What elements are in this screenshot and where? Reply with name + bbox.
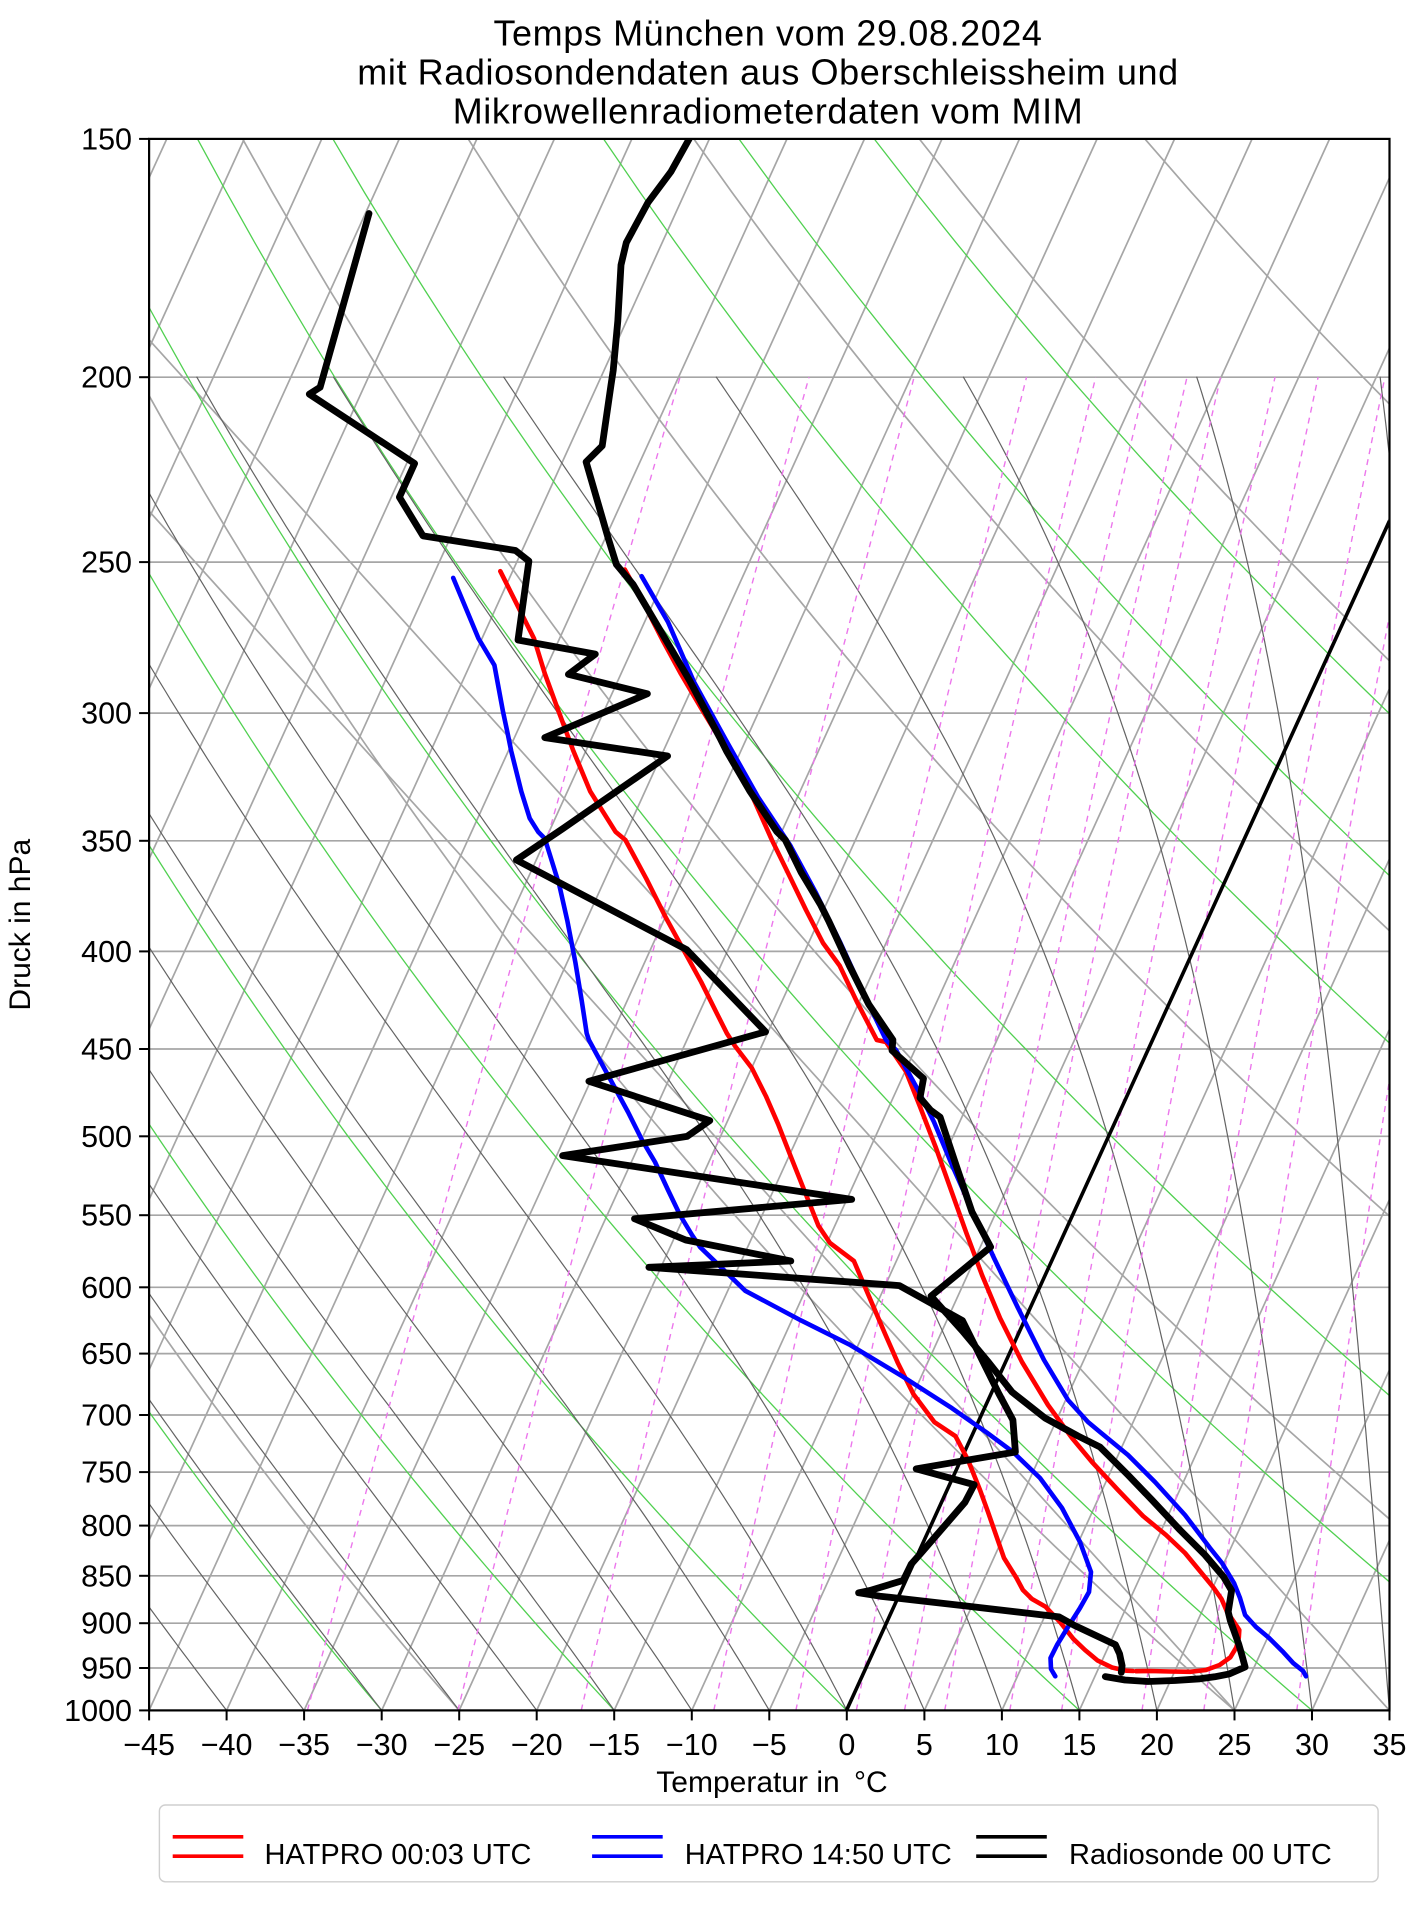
svg-text:−15: −15 (588, 1728, 640, 1762)
svg-text:25: 25 (1218, 1728, 1252, 1762)
svg-text:400: 400 (81, 935, 132, 969)
svg-text:800: 800 (81, 1509, 132, 1543)
svg-text:150: 150 (81, 122, 132, 156)
svg-text:850: 850 (81, 1559, 132, 1593)
svg-text:mit Radiosondendaten aus Obers: mit Radiosondendaten aus Oberschleisshei… (357, 52, 1178, 93)
svg-text:−45: −45 (123, 1728, 175, 1762)
svg-text:15: 15 (1062, 1728, 1096, 1762)
svg-text:−10: −10 (666, 1728, 718, 1762)
svg-text:200: 200 (81, 361, 132, 395)
svg-text:250: 250 (81, 546, 132, 580)
svg-text:950: 950 (81, 1652, 132, 1686)
svg-text:700: 700 (81, 1399, 132, 1433)
svg-text:−30: −30 (356, 1728, 408, 1762)
svg-text:20: 20 (1140, 1728, 1174, 1762)
svg-text:600: 600 (81, 1271, 132, 1305)
svg-text:HATPRO 14:50 UTC: HATPRO 14:50 UTC (685, 1839, 952, 1871)
svg-text:650: 650 (81, 1337, 132, 1371)
svg-text:300: 300 (81, 697, 132, 731)
svg-text:Mikrowellenradiometerdaten vom: Mikrowellenradiometerdaten vom MIM (453, 91, 1084, 132)
svg-text:500: 500 (81, 1120, 132, 1154)
svg-text:550: 550 (81, 1199, 132, 1233)
svg-text:HATPRO 00:03 UTC: HATPRO 00:03 UTC (265, 1839, 532, 1871)
svg-text:Temps München vom 29.08.2024: Temps München vom 29.08.2024 (493, 13, 1042, 54)
svg-text:−40: −40 (201, 1728, 253, 1762)
svg-text:10: 10 (985, 1728, 1019, 1762)
svg-text:0: 0 (838, 1728, 855, 1762)
svg-text:1000: 1000 (64, 1694, 132, 1728)
svg-text:5: 5 (916, 1728, 933, 1762)
svg-text:750: 750 (81, 1456, 132, 1490)
svg-text:Radiosonde 00 UTC: Radiosonde 00 UTC (1069, 1839, 1332, 1871)
svg-text:−35: −35 (278, 1728, 330, 1762)
svg-text:Druck in hPa: Druck in hPa (4, 839, 37, 1011)
svg-text:35: 35 (1373, 1728, 1407, 1762)
svg-text:30: 30 (1295, 1728, 1329, 1762)
svg-text:350: 350 (81, 824, 132, 858)
svg-text:Temperatur in °C: Temperatur in °C (656, 1766, 887, 1799)
svg-text:900: 900 (81, 1607, 132, 1641)
svg-text:−5: −5 (752, 1728, 787, 1762)
svg-text:−25: −25 (433, 1728, 485, 1762)
svg-text:−20: −20 (511, 1728, 563, 1762)
svg-text:450: 450 (81, 1033, 132, 1067)
